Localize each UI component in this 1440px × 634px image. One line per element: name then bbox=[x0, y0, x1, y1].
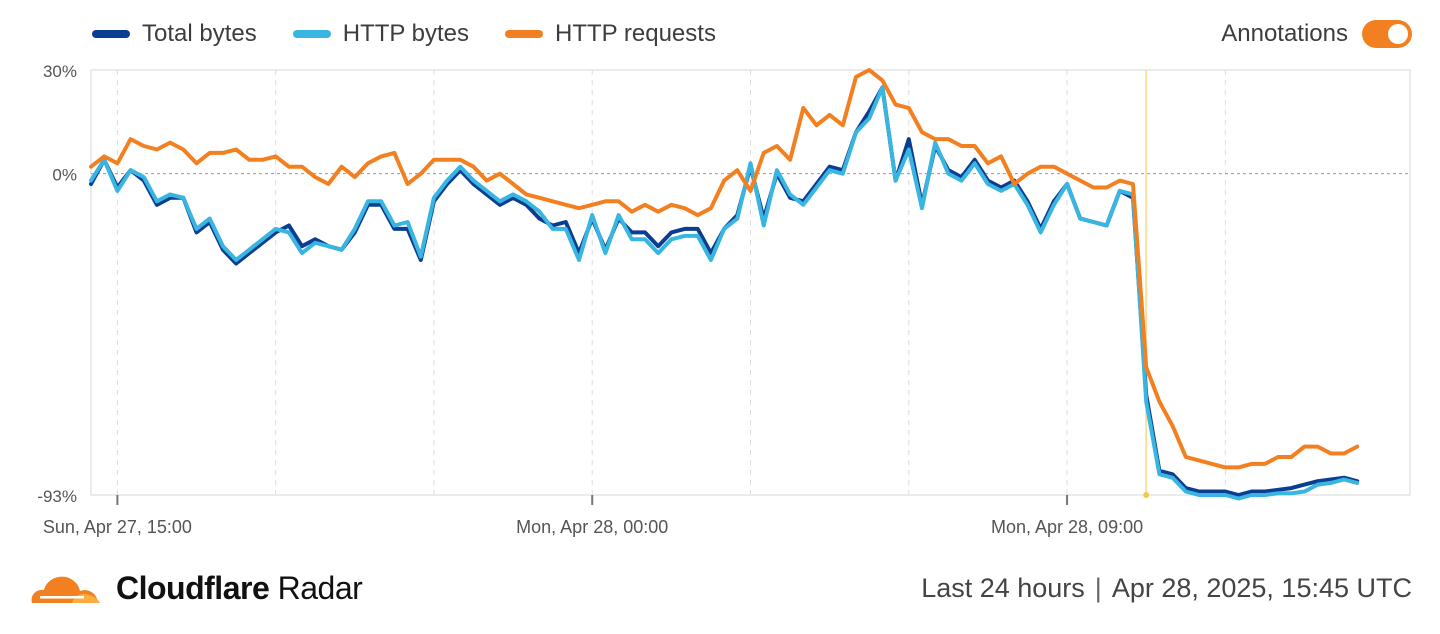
traffic-line-chart: 30% 0% -93% Sun, Apr 27, 15:00 Mon, Apr 28, … bbox=[37, 62, 1411, 537]
series-line-http-requests bbox=[89, 68, 1360, 470]
legend-swatch-total-bytes bbox=[92, 30, 130, 38]
annotations-label: Annotations bbox=[1221, 20, 1348, 47]
cloudflare-logo-icon bbox=[31, 576, 100, 603]
legend-swatch-http-bytes bbox=[292, 30, 331, 38]
y-tick-label: 0% bbox=[52, 166, 77, 185]
brand: Cloudflare Radar bbox=[28, 569, 363, 607]
series-line-http-bytes bbox=[89, 85, 1360, 501]
meta-separator: | bbox=[1094, 572, 1102, 603]
x-tick-label: Sun, Apr 27, 15:00 bbox=[43, 517, 192, 537]
legend-item-http-requests[interactable]: HTTP requests bbox=[505, 20, 716, 48]
chart-legend: Total bytes HTTP bytes HTTP requests bbox=[92, 20, 716, 48]
y-tick-label: -93% bbox=[37, 487, 77, 506]
legend-label-http-requests: HTTP requests bbox=[555, 20, 716, 47]
legend-label-http-bytes: HTTP bytes bbox=[342, 20, 469, 47]
annotation-marker bbox=[1143, 492, 1150, 498]
brand-name: Cloudflare Radar bbox=[116, 569, 363, 607]
annotations-toggle[interactable] bbox=[1362, 20, 1412, 48]
toggle-knob bbox=[1388, 24, 1408, 44]
brand-name-rest: Radar bbox=[277, 569, 363, 606]
time-range: Last 24 hours bbox=[921, 572, 1085, 603]
brand-name-bold: Cloudflare bbox=[116, 569, 270, 606]
y-tick-label: 30% bbox=[43, 62, 77, 81]
series-line-total-bytes bbox=[89, 85, 1360, 497]
legend-swatch-http-requests bbox=[505, 30, 543, 38]
x-tick-label: Mon, Apr 28, 00:00 bbox=[516, 517, 668, 537]
legend-label-total-bytes: Total bytes bbox=[142, 20, 257, 47]
footer: Cloudflare Radar Last 24 hours | Apr 28,… bbox=[28, 566, 1412, 610]
legend-item-total-bytes[interactable]: Total bytes bbox=[92, 20, 257, 48]
timestamp: Apr 28, 2025, 15:45 UTC bbox=[1111, 572, 1412, 603]
annotations-control: Annotations bbox=[1221, 20, 1412, 48]
footer-meta: Last 24 hours | Apr 28, 2025, 15:45 UTC bbox=[921, 573, 1412, 604]
legend-item-http-bytes[interactable]: HTTP bytes bbox=[292, 20, 469, 48]
x-tick-label: Mon, Apr 28, 09:00 bbox=[991, 517, 1143, 537]
